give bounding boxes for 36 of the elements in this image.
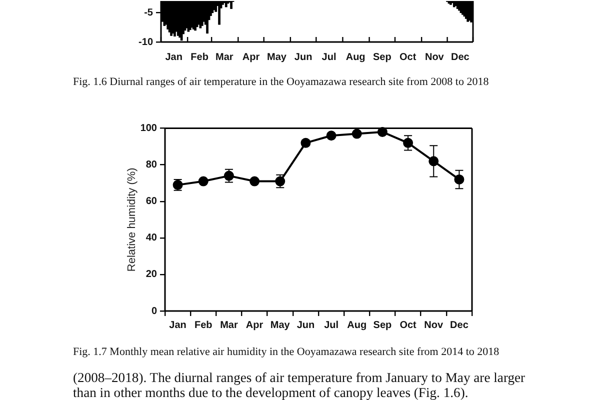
x-tick-label: Feb xyxy=(194,320,212,331)
x-tick-label: Feb xyxy=(190,52,208,63)
x-tick-label: Nov xyxy=(424,52,444,63)
x-tick-label: Jan xyxy=(165,52,182,63)
x-tick-label: Oct xyxy=(400,52,417,63)
x-tick-label: Jul xyxy=(322,52,336,63)
y-tick-label: 40 xyxy=(146,232,158,244)
x-tick-label: Jun xyxy=(294,52,312,63)
x-tick-label: Aug xyxy=(346,52,366,63)
x-tick-label: Oct xyxy=(400,320,418,331)
x-tick-label: Sep xyxy=(373,320,392,331)
text: Fig. 1.6 Diurnal ranges of air temperature in the Ooyamazawa research site from 2008 to 2018 xyxy=(73,75,489,89)
x-tick-label: Apr xyxy=(242,52,260,63)
y-tick-label: 20 xyxy=(146,269,158,280)
y-tick-label: 100 xyxy=(140,123,158,134)
text: (2008–2018). The diurnal ranges of air temperature from January to May are larger than in other months due to the development of canopy leaves (Fig. 1.6). xyxy=(73,370,526,400)
x-tick-label: May xyxy=(266,52,287,63)
y-tick-label: -10 xyxy=(138,36,154,48)
x-tick-label: May xyxy=(270,320,290,331)
text: Fig. 1.7 Monthly mean relative air humidity in the Ooyamazawa research site from 2014 to 2018 xyxy=(73,345,500,359)
x-tick-label: Dec xyxy=(450,320,469,331)
x-tick-label: Jun xyxy=(296,320,315,331)
x-tick-label: Sep xyxy=(372,52,392,63)
y-tick-label: -5 xyxy=(144,7,154,18)
y-axis-title: Relative humidity (%) xyxy=(126,168,138,272)
y-tick-label: 80 xyxy=(146,160,158,171)
x-tick-label: Jan xyxy=(169,320,186,331)
y-tick-label: 0 xyxy=(151,306,158,317)
x-tick-label: Jul xyxy=(324,320,339,331)
x-tick-label: Dec xyxy=(450,52,470,63)
x-tick-label: Nov xyxy=(424,320,444,331)
x-tick-label: Mar xyxy=(216,52,234,63)
x-tick-label: Mar xyxy=(220,320,238,331)
y-tick-label: 60 xyxy=(146,196,158,208)
x-tick-label: Apr xyxy=(246,320,264,331)
x-tick-label: Aug xyxy=(347,320,367,331)
